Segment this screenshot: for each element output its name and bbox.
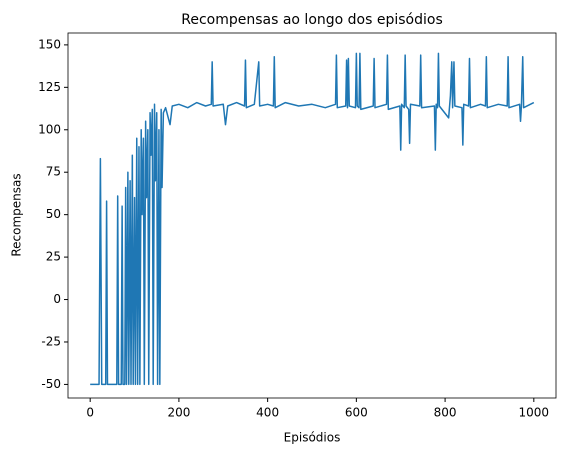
x-tick-label: 800 [434, 406, 457, 420]
y-tick-label: 125 [38, 80, 61, 94]
y-tick-label: 25 [46, 250, 61, 264]
plot-frame [67, 32, 557, 399]
chart-title: Recompensas ao longo dos episódios [181, 12, 443, 28]
x-tick-label: 200 [167, 406, 190, 420]
x-tick-label: 0 [86, 406, 94, 420]
y-tick-label: 50 [46, 207, 61, 221]
x-tick-label: 400 [256, 406, 279, 420]
x-axis-label: Episódios [284, 431, 341, 445]
y-axis-label: Recompensas [10, 173, 24, 256]
data-line [90, 52, 535, 386]
y-tick-label: 100 [38, 122, 61, 136]
y-tick-label: 150 [38, 37, 61, 51]
y-tick-label: -25 [41, 334, 61, 348]
x-tick-label: 600 [345, 406, 368, 420]
y-tick-label: 0 [53, 292, 61, 306]
y-tick-label: 75 [46, 165, 61, 179]
y-tick-label: -50 [41, 377, 61, 391]
x-tick-label: 1000 [519, 406, 550, 420]
